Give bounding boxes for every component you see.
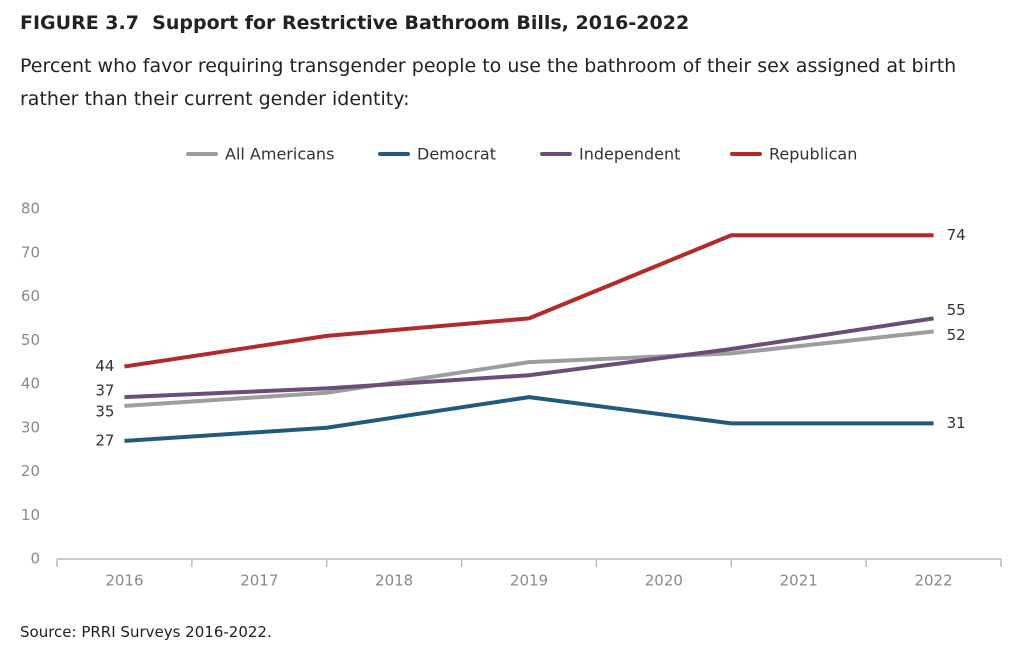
y-tick-label: 70 [21,243,40,261]
series-line [124,395,934,443]
source-note: Source: PRRI Surveys 2016-2022. [20,623,272,641]
data-label: 37 [95,382,114,400]
x-tick-label: 2019 [510,572,548,590]
y-tick-label: 50 [21,331,40,349]
legend-label: Republican [769,145,857,164]
data-label: 52 [947,326,966,344]
series-line [124,329,934,408]
legend-label: Independent [579,145,680,164]
data-label: 27 [95,431,114,449]
data-label: 74 [947,226,966,244]
x-tick-label: 2017 [240,572,278,590]
data-label: 44 [95,357,114,375]
chart: All Americans Democrat Independent Republic… [21,145,1002,590]
chart-subtitle: Percent who favor requiring transgender … [20,55,957,110]
y-tick-label: 20 [21,462,40,480]
y-tick-label: 60 [21,287,40,305]
y-tick-label: 80 [21,200,40,218]
y-tick-label: 40 [21,375,40,393]
x-tick-label: 2020 [645,572,683,590]
series-line [124,316,934,400]
data-label: 31 [947,414,966,432]
y-tick-label: 10 [21,506,40,524]
x-tick-label: 2016 [105,572,143,590]
data-label: 55 [947,301,966,319]
y-tick-label: 0 [30,550,40,568]
series-line [124,233,934,369]
chart-title: FIGURE 3.7 Support for Restrictive Bathr… [20,12,690,34]
y-tick-label: 30 [21,418,40,436]
x-tick-label: 2022 [914,572,952,590]
x-tick-label: 2018 [375,572,413,590]
legend-label: All Americans [225,145,334,164]
x-tick-label: 2021 [780,572,818,590]
data-label: 35 [95,402,114,420]
legend-label: Democrat [417,145,496,164]
